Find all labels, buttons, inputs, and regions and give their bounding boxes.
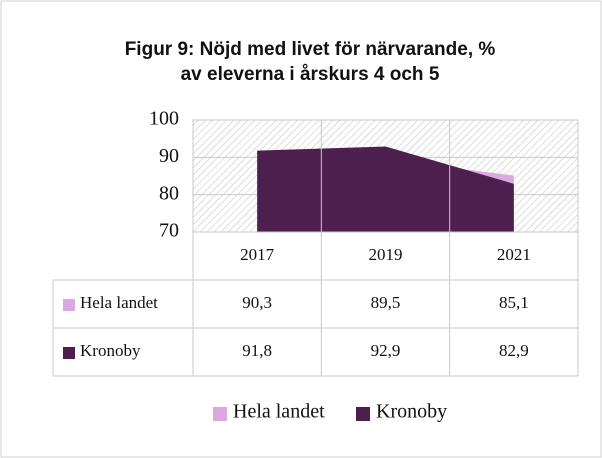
legend-label: Hela landet [233, 401, 325, 423]
legend-key [213, 407, 227, 421]
chart-title: Figur 9: Nöjd med livet för närvarande, … [125, 39, 496, 60]
y-tick-label: 80 [159, 182, 179, 204]
value-label: 91,8 [242, 341, 272, 360]
legend-key [63, 347, 75, 359]
value-label: 82,9 [499, 341, 529, 360]
value-label: 89,5 [371, 293, 401, 312]
legend-key [356, 407, 370, 421]
x-tick-label: 2017 [240, 245, 275, 264]
chart-title: av eleverna i årskurs 4 och 5 [181, 64, 440, 85]
value-label: 92,9 [371, 341, 401, 360]
legend-label: Kronoby [376, 401, 447, 423]
y-tick-label: 90 [159, 145, 179, 167]
value-label: 90,3 [242, 293, 272, 312]
value-label: 85,1 [499, 293, 529, 312]
y-tick-label: 70 [159, 220, 179, 242]
x-tick-label: 2021 [497, 245, 531, 264]
x-tick-label: 2019 [369, 245, 403, 264]
legend-key [63, 299, 75, 311]
row-label: Kronoby [80, 341, 141, 360]
row-label: Hela landet [80, 293, 158, 312]
y-tick-label: 100 [149, 108, 179, 130]
